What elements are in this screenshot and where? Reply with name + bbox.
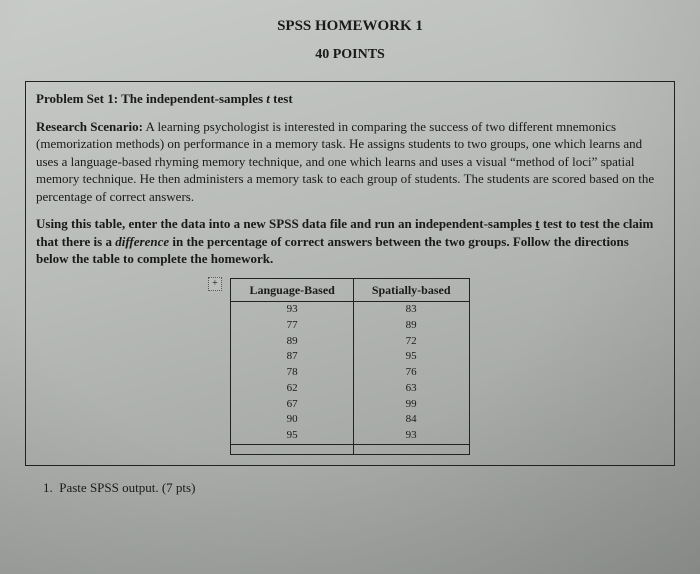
- question-number: 1.: [43, 480, 53, 495]
- table-row: 8972: [231, 334, 469, 350]
- cell: 84: [353, 412, 469, 428]
- cell: 95: [353, 349, 469, 365]
- table-header-row: Language-Based Spatially-based: [231, 278, 469, 301]
- question-text: Paste SPSS output. (7 pts): [59, 480, 195, 495]
- table-row: 6799: [231, 397, 469, 413]
- cell-empty: [353, 444, 469, 454]
- scenario-paragraph: Research Scenario: A learning psychologi…: [36, 118, 664, 206]
- table-row: 7789: [231, 318, 469, 334]
- instruction-paragraph: Using this table, enter the data into a …: [36, 215, 664, 268]
- instruct-difference: difference: [115, 234, 169, 249]
- table-wrap: + Language-Based Spatially-based 9383 77…: [36, 278, 664, 455]
- cell: 76: [353, 365, 469, 381]
- col-header-language: Language-Based: [231, 278, 353, 301]
- question-1: 1. Paste SPSS output. (7 pts): [25, 480, 675, 496]
- cell: 89: [231, 334, 353, 350]
- table-row: 9084: [231, 412, 469, 428]
- table-row: 9383: [231, 302, 469, 318]
- problem-heading: Problem Set 1: The independent-samples t…: [36, 90, 664, 108]
- table-blank-row: [231, 444, 469, 454]
- table-body: 9383 7789 8972 8795 7876 6263 6799 9084 …: [231, 302, 469, 455]
- table-row: 9593: [231, 428, 469, 444]
- data-table: Language-Based Spatially-based 9383 7789…: [230, 278, 469, 455]
- page-title: SPSS HOMEWORK 1: [25, 18, 675, 35]
- cell-empty: [231, 444, 353, 454]
- cell: 78: [231, 365, 353, 381]
- problem-box: Problem Set 1: The independent-samples t…: [25, 81, 675, 466]
- cell: 63: [353, 381, 469, 397]
- problem-heading-post: test: [270, 91, 293, 106]
- col-header-spatial: Spatially-based: [353, 278, 469, 301]
- table-move-handle-icon: +: [208, 277, 222, 291]
- page: SPSS HOMEWORK 1 40 POINTS Problem Set 1:…: [25, 18, 675, 496]
- cell: 95: [231, 428, 353, 444]
- cell: 77: [231, 318, 353, 334]
- cell: 72: [353, 334, 469, 350]
- table-row: 7876: [231, 365, 469, 381]
- table-row: 6263: [231, 381, 469, 397]
- problem-heading-pre: Problem Set 1: The independent-samples: [36, 91, 266, 106]
- cell: 93: [231, 302, 353, 318]
- scenario-label: Research Scenario:: [36, 119, 143, 134]
- cell: 93: [353, 428, 469, 444]
- cell: 83: [353, 302, 469, 318]
- cell: 62: [231, 381, 353, 397]
- cell: 87: [231, 349, 353, 365]
- cell: 89: [353, 318, 469, 334]
- table-row: 8795: [231, 349, 469, 365]
- cell: 67: [231, 397, 353, 413]
- cell: 90: [231, 412, 353, 428]
- cell: 99: [353, 397, 469, 413]
- page-subtitle: 40 POINTS: [25, 47, 675, 63]
- instruct-pre: Using this table, enter the data into a …: [36, 216, 535, 231]
